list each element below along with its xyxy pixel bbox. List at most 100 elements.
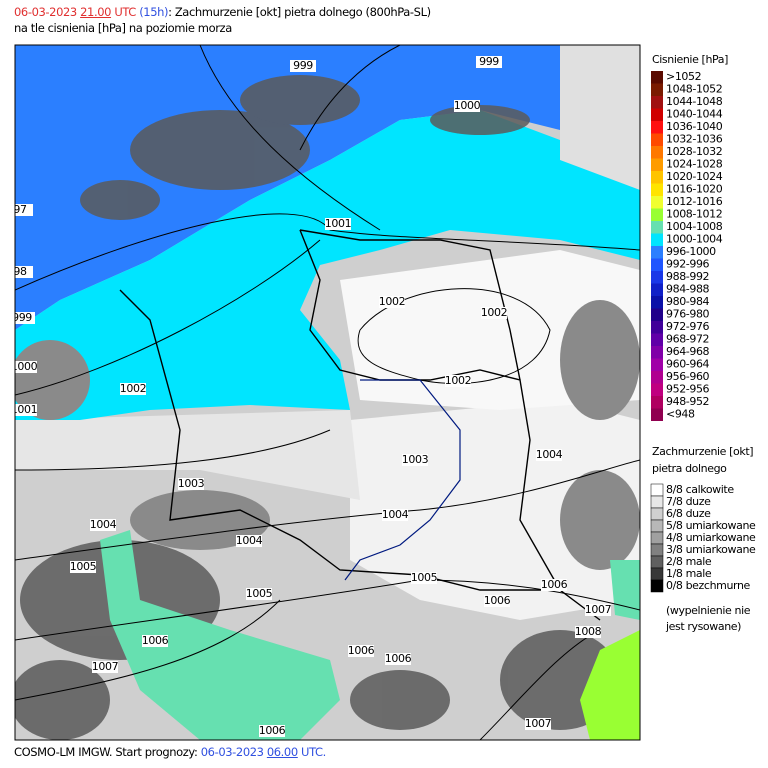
legend-label: 980-984	[666, 295, 710, 308]
hour: 21.00	[80, 5, 112, 19]
legend-label: 6/8 duze	[666, 507, 711, 520]
label-box	[15, 266, 33, 278]
isobar-label: 999	[479, 55, 499, 68]
legend-swatch	[650, 531, 664, 545]
legend-swatch	[650, 579, 664, 593]
legend-swatch	[651, 383, 663, 396]
label-box	[348, 645, 374, 657]
legend-swatch	[651, 258, 663, 271]
legend-label: 1040-1044	[666, 108, 723, 121]
legend-swatch	[651, 333, 663, 346]
legend-swatch	[651, 208, 663, 221]
isobar-label: 1006	[484, 594, 511, 607]
legend-swatch	[650, 507, 664, 521]
isobar-label: 1005	[70, 560, 97, 573]
header-line: 06-03-2023 21.00 UTC (15h): Zachmurzenie…	[14, 5, 431, 19]
legend-swatch	[651, 96, 663, 109]
label-box	[15, 204, 33, 216]
legend-note: (wypelnienie nie	[666, 604, 751, 617]
legend-title: Zachmurzenie [okt]	[652, 445, 753, 458]
label-box	[15, 404, 37, 416]
legend-swatch	[651, 308, 663, 321]
label-box	[536, 449, 562, 461]
pressure-area	[15, 110, 640, 420]
legend-label: 1032-1036	[666, 133, 723, 146]
legend-swatch	[650, 543, 664, 557]
legend-subtitle: pietra dolnego	[652, 462, 727, 475]
isobar-label: 98	[13, 265, 27, 278]
legend-swatch	[651, 346, 663, 359]
legend-label: 7/8 duze	[666, 495, 711, 508]
label-box	[454, 100, 480, 112]
legend-note: jest rysowane)	[665, 620, 741, 633]
label-box	[92, 661, 118, 673]
legend-label: 960-964	[666, 358, 710, 371]
legend-swatch	[650, 519, 664, 533]
legend-label: 992-996	[666, 258, 710, 271]
legend-label: 1008-1012	[666, 208, 722, 221]
label-box	[178, 478, 204, 490]
label-box	[385, 653, 411, 665]
legend-label: 1000-1004	[666, 233, 723, 246]
pressure-area	[100, 530, 640, 740]
legend-swatch	[651, 158, 663, 171]
isobar-label: 1007	[585, 603, 612, 616]
legend-swatch	[651, 108, 663, 121]
isobar-label: 1004	[90, 518, 117, 531]
label-box	[325, 218, 351, 230]
legend-swatch	[651, 271, 663, 284]
legend-label: 0/8 bezchmurne	[666, 579, 751, 592]
legend-swatch	[651, 408, 663, 421]
legend-swatch	[650, 567, 664, 581]
legend-swatch	[651, 321, 663, 334]
isobar-label: 1006	[385, 652, 412, 665]
subtitle: na tle cisnienia [hPa] na poziomie morza	[14, 21, 232, 35]
isobar-label: 1001	[11, 403, 37, 416]
legend-swatch	[651, 171, 663, 184]
legend-label: 1004-1008	[666, 220, 723, 233]
legend-swatch	[651, 71, 663, 84]
isobars	[15, 45, 640, 740]
label-box	[236, 535, 262, 547]
legend-label: 2/8 male	[666, 555, 712, 568]
legend-label: 1020-1024	[666, 170, 723, 183]
label-box	[70, 561, 96, 573]
label-box	[15, 361, 37, 373]
legend-label: 3/8 umiarkowane	[666, 543, 756, 556]
cloud-area	[15, 410, 360, 500]
legend-swatch	[651, 196, 663, 209]
river	[344, 379, 461, 581]
isobar-label: 1007	[92, 660, 119, 673]
legend-label: 952-956	[666, 383, 710, 396]
map: 999 999 1000 97 98 999 1000 1001 1001 1002 1002 100…	[11, 45, 640, 740]
legend-swatch	[651, 358, 663, 371]
legend-label: 972-976	[666, 320, 710, 333]
isobar-label: 1002	[481, 306, 507, 319]
legend-label: 8/8 calkowite	[666, 483, 734, 496]
label-box	[120, 383, 146, 395]
label-box	[402, 454, 428, 466]
cloud-area	[560, 45, 640, 190]
pressure-area	[15, 45, 560, 330]
label-box	[585, 604, 611, 616]
borders	[119, 229, 601, 621]
legend-label: 1012-1016	[666, 195, 723, 208]
legend-label: 1016-1020	[666, 183, 723, 196]
isobar-label: 1000	[11, 360, 38, 373]
isobar-label: 97	[13, 203, 27, 216]
date: 06-03-2023	[14, 5, 77, 19]
isobar-label: 1005	[246, 587, 273, 600]
isobar-label: 1006	[142, 634, 169, 647]
isobar-label: 1006	[348, 644, 375, 657]
isobar-label: 1004	[382, 508, 409, 521]
label-box	[90, 519, 116, 531]
legend-swatch	[651, 371, 663, 384]
legend-swatch	[650, 495, 664, 509]
legend-swatch	[651, 83, 663, 96]
isobar-label: 1003	[178, 477, 205, 490]
legend-swatch	[651, 396, 663, 409]
label-box	[259, 725, 285, 737]
label-box	[290, 60, 316, 72]
